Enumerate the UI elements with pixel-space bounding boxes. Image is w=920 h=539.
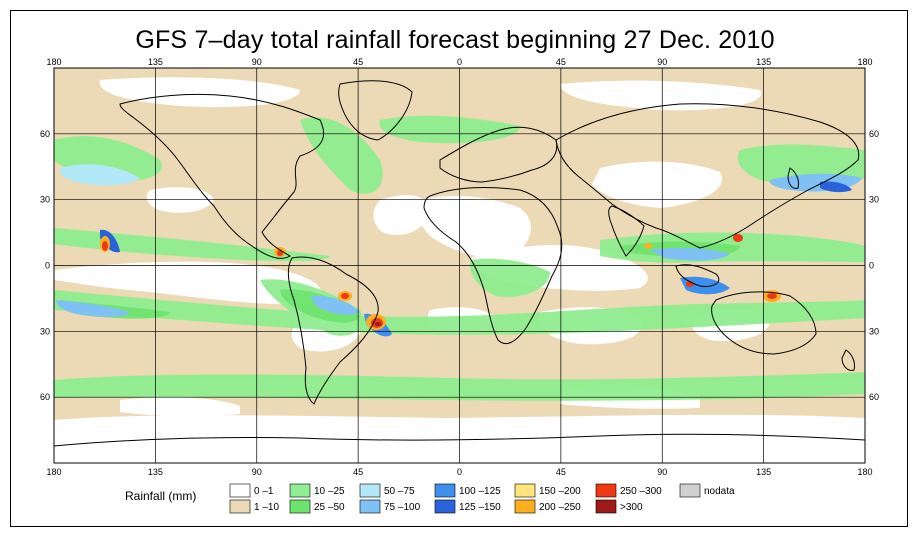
greenland-outline bbox=[338, 80, 413, 141]
legend-entry-label: 1 –10 bbox=[254, 502, 279, 513]
lon-tick-label-top: 180 bbox=[857, 57, 872, 67]
legend-entry-label: 0 –1 bbox=[254, 486, 274, 497]
lon-tick-label-bottom: 135 bbox=[148, 467, 163, 477]
legend-swatch bbox=[514, 483, 536, 498]
new-zealand-outline bbox=[841, 349, 855, 371]
legend-entry-label: 250 –300 bbox=[620, 486, 662, 497]
lat-tick-label-left: 30 bbox=[40, 326, 50, 336]
legend-swatch bbox=[514, 499, 536, 514]
africa-outline bbox=[423, 187, 563, 344]
legend-entry-label: 75 –100 bbox=[384, 502, 421, 513]
graticule bbox=[53, 68, 866, 463]
lon-tick-label-bottom: 180 bbox=[857, 467, 872, 477]
legend-swatch bbox=[289, 483, 311, 498]
lon-tick-label-top: 0 bbox=[457, 57, 462, 67]
australia-outline bbox=[711, 291, 817, 355]
lat-tick-label-left: 0 bbox=[45, 261, 50, 271]
legend-entry-label: >300 bbox=[620, 502, 643, 513]
legend-swatch bbox=[359, 499, 381, 514]
asia-outline bbox=[555, 103, 860, 249]
legend: Rainfall (mm) 0 –1 1 –10 10 –25 25 –50 50 –7… bbox=[125, 483, 735, 514]
indonesia-outline bbox=[675, 264, 720, 287]
lat-tick-label-right: 30 bbox=[869, 195, 879, 205]
lon-tick-label-bottom: 90 bbox=[252, 467, 262, 477]
lon-tick-label-bottom: 180 bbox=[46, 467, 61, 477]
legend-entry-label: nodata bbox=[704, 486, 735, 497]
map-area bbox=[53, 67, 866, 464]
antarctica-outline bbox=[54, 433, 865, 447]
extreme-rain-hotspots bbox=[100, 234, 781, 330]
legend-entry-label: 25 –50 bbox=[314, 502, 345, 513]
legend-entry-label: 150 –200 bbox=[539, 486, 581, 497]
lat-tick-label-left: 60 bbox=[40, 392, 50, 402]
legend-swatch bbox=[229, 499, 251, 514]
lat-tick-label-left: 30 bbox=[40, 195, 50, 205]
legend-entry-label: 125 –150 bbox=[459, 502, 501, 513]
lon-tick-label-bottom: 90 bbox=[657, 467, 667, 477]
legend-swatch bbox=[679, 483, 701, 498]
tick-labels: 180 180 135 135 90 90 45 45 0 0 45 45 90 90 135 135 180 1… bbox=[40, 57, 879, 477]
lon-tick-label-bottom: 45 bbox=[556, 467, 566, 477]
legend-entry-label: 50 –75 bbox=[384, 486, 415, 497]
europe-outline bbox=[439, 126, 558, 183]
india-outline bbox=[608, 205, 645, 257]
lon-tick-label-top: 45 bbox=[353, 57, 363, 67]
lat-tick-label-left: 60 bbox=[40, 129, 50, 139]
legend-swatch bbox=[229, 483, 251, 498]
map-border bbox=[53, 67, 866, 464]
lat-tick-label-right: 30 bbox=[869, 326, 879, 336]
lon-tick-label-bottom: 45 bbox=[353, 467, 363, 477]
lon-tick-label-bottom: 135 bbox=[756, 467, 771, 477]
lon-tick-label-top: 180 bbox=[46, 57, 61, 67]
lat-tick-label-right: 60 bbox=[869, 129, 879, 139]
legend-swatch bbox=[434, 483, 456, 498]
legend-entry-label: 10 –25 bbox=[314, 486, 345, 497]
figure-frame bbox=[10, 10, 908, 527]
lon-tick-label-bottom: 0 bbox=[457, 467, 462, 477]
continent-outlines bbox=[54, 80, 865, 447]
intense-rain-areas bbox=[100, 181, 852, 337]
legend-swatch bbox=[289, 499, 311, 514]
map-title: GFS 7–day total rainfall forecast beginn… bbox=[135, 26, 775, 54]
legend-entry-label: 200 –250 bbox=[539, 502, 581, 513]
north-america-outline bbox=[119, 93, 325, 259]
lon-tick-label-top: 135 bbox=[756, 57, 771, 67]
legend-swatch bbox=[595, 483, 617, 498]
lon-tick-label-top: 45 bbox=[556, 57, 566, 67]
japan-outline bbox=[787, 167, 799, 189]
lon-tick-label-top: 90 bbox=[657, 57, 667, 67]
lat-tick-label-right: 0 bbox=[869, 261, 874, 271]
south-america-outline bbox=[287, 256, 379, 405]
legend-title: Rainfall (mm) bbox=[125, 489, 196, 503]
legend-entry-label: 100 –125 bbox=[459, 486, 501, 497]
legend-swatch bbox=[359, 483, 381, 498]
legend-swatch bbox=[434, 499, 456, 514]
legend-swatch bbox=[595, 499, 617, 514]
lat-tick-label-right: 60 bbox=[869, 392, 879, 402]
lon-tick-label-top: 90 bbox=[252, 57, 262, 67]
lon-tick-label-top: 135 bbox=[148, 57, 163, 67]
